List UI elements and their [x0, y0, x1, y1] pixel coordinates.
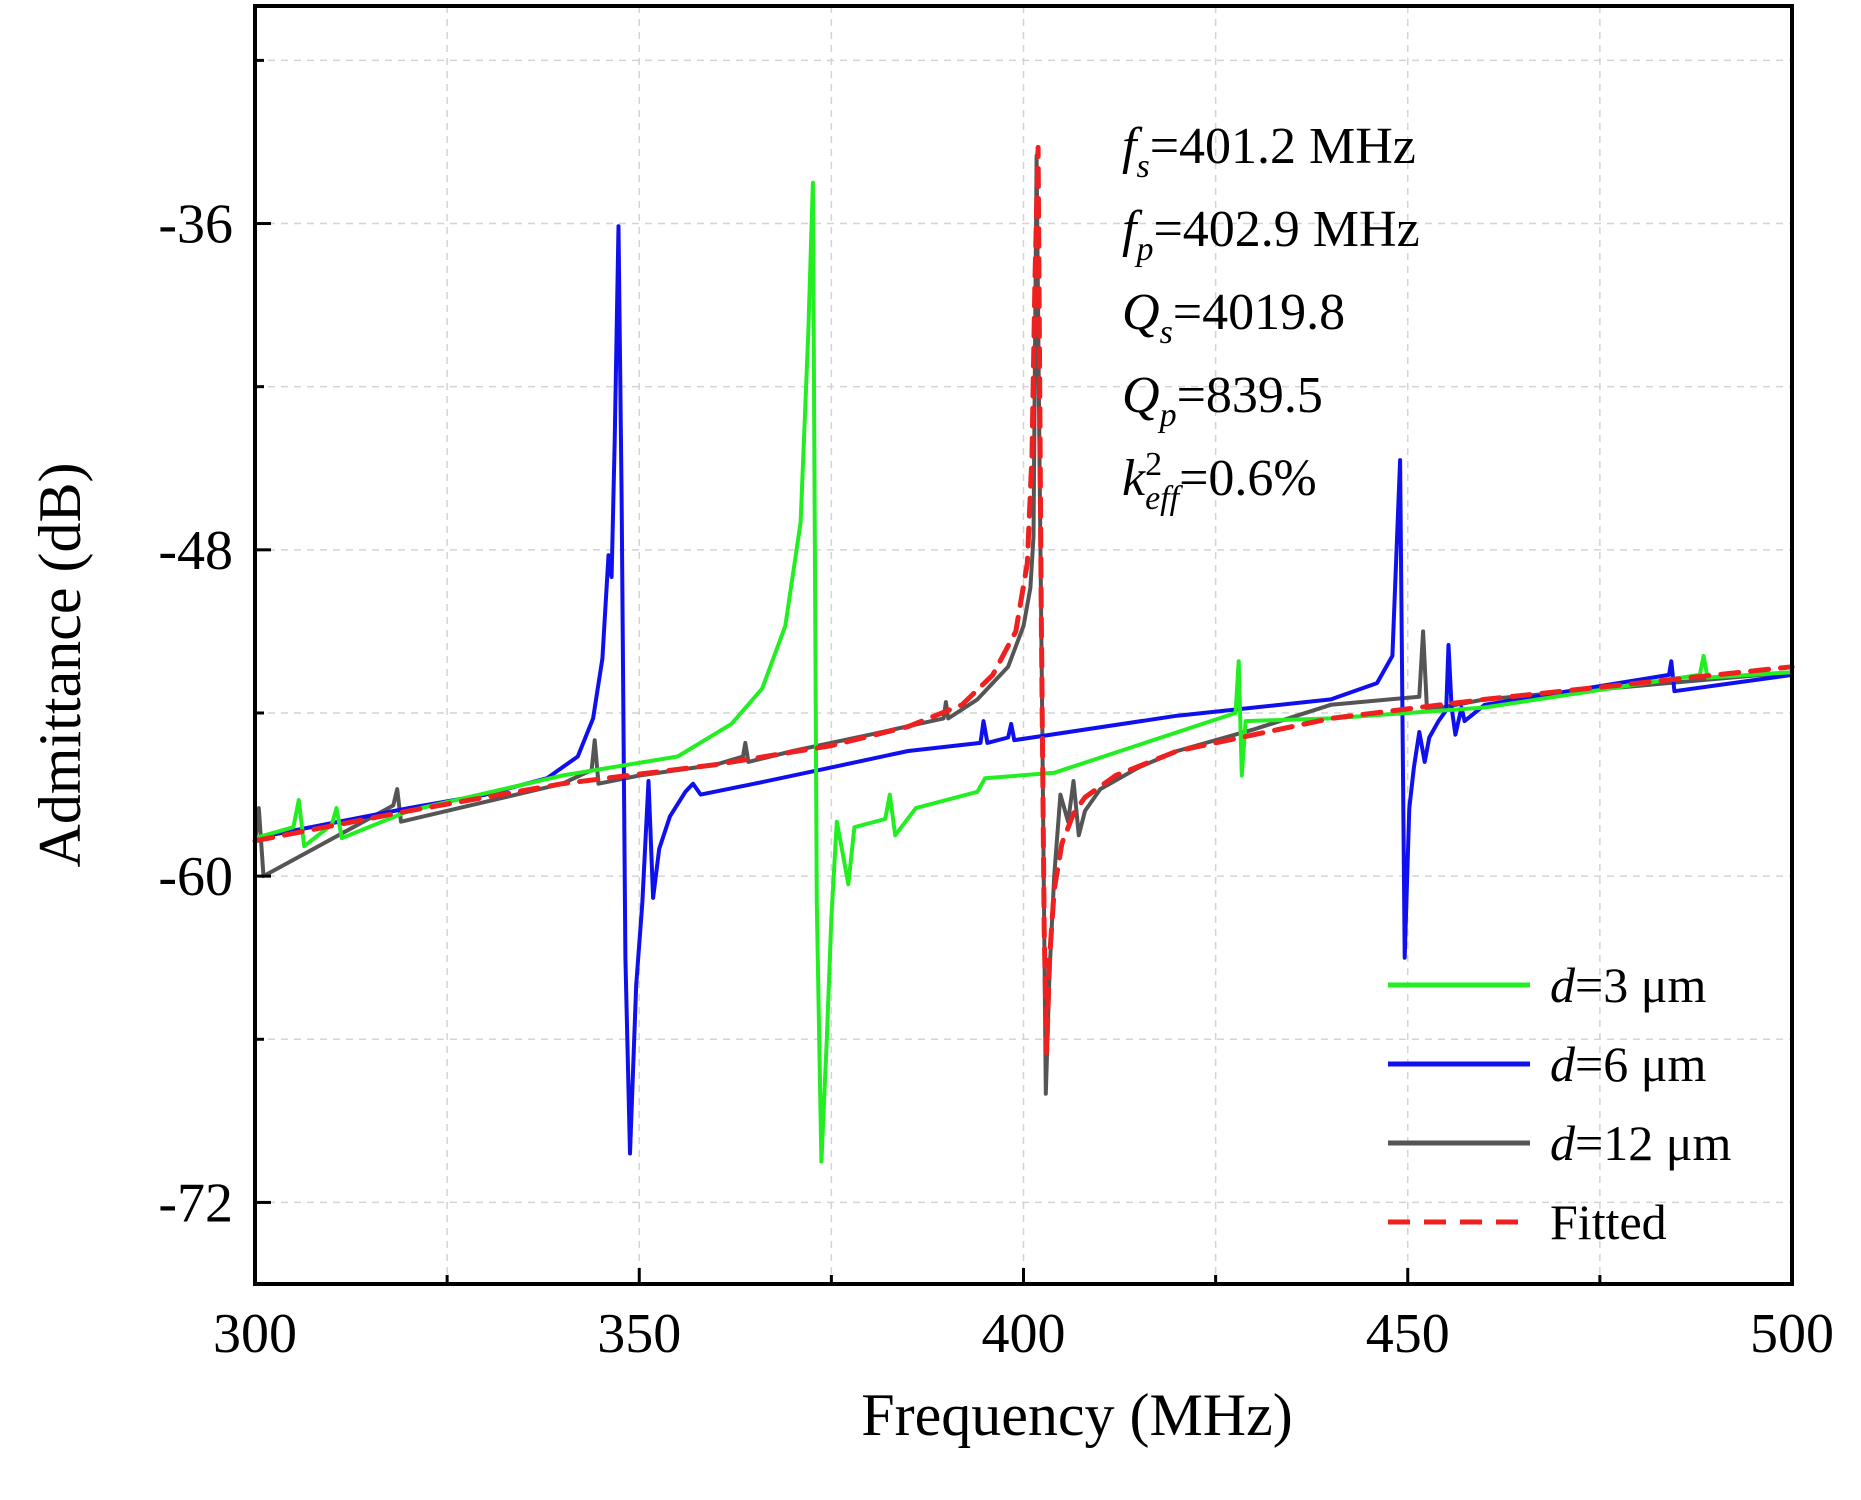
annotation-5: k2 eff=0.6% — [1122, 446, 1317, 517]
y-tick-label: -36 — [158, 194, 233, 256]
annotation-layer: fs=401.2 MHz fp=402.9 MHz Qs=4019.8 Qp=839.… — [1122, 118, 1420, 517]
annotation-3: Qs=4019.8 — [1122, 284, 1345, 351]
legend-label-4: Fitted — [1550, 1194, 1667, 1250]
x-axis-title: Frequency (MHz) — [861, 1382, 1293, 1448]
legend: d=3 μm d=6 μm d=12 μm Fitted — [1388, 957, 1732, 1250]
legend-label-3: d=12 μm — [1550, 1115, 1732, 1171]
legend-label-2: d=6 μm — [1550, 1036, 1707, 1092]
series-line-1 — [253, 180, 1794, 1164]
x-tick-label: 450 — [1366, 1303, 1450, 1365]
y-tick-label: -60 — [158, 846, 233, 908]
y-tick-label: -48 — [158, 520, 233, 582]
x-tick-label: 350 — [597, 1303, 681, 1365]
annotation-4: Qp=839.5 — [1122, 367, 1323, 434]
tick-layer: 300 350 400 450 500 -36 -48 -60 -72 — [158, 58, 1834, 1365]
annotation-2: fp=402.9 MHz — [1122, 201, 1420, 268]
annotation-1: fs=401.2 MHz — [1122, 118, 1416, 185]
y-tick-label: -72 — [158, 1172, 233, 1234]
series-line-4 — [252, 144, 1795, 1056]
x-tick-label: 400 — [982, 1303, 1066, 1365]
grid-layer — [255, 6, 1792, 1284]
legend-label-1: d=3 μm — [1550, 957, 1707, 1013]
series-line-2 — [253, 224, 1794, 1156]
y-axis-title: Admittance (dB) — [27, 463, 93, 868]
x-tick-label: 500 — [1750, 1303, 1834, 1365]
x-tick-label: 300 — [213, 1303, 297, 1365]
series-layer — [252, 144, 1795, 1164]
